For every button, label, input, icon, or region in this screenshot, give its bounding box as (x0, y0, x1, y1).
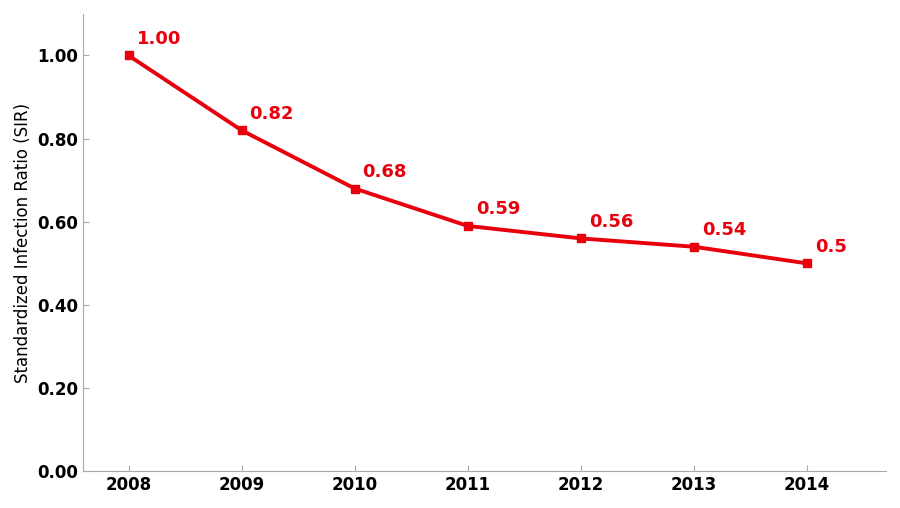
Text: 1.00: 1.00 (137, 30, 181, 48)
Text: 0.68: 0.68 (363, 163, 407, 181)
Text: 0.5: 0.5 (814, 238, 847, 256)
Text: 0.59: 0.59 (476, 201, 520, 218)
Y-axis label: Standardized Infection Ratio (SIR): Standardized Infection Ratio (SIR) (14, 103, 32, 383)
Text: 0.54: 0.54 (702, 221, 746, 239)
Text: 0.56: 0.56 (589, 213, 633, 231)
Text: 0.82: 0.82 (249, 105, 294, 123)
